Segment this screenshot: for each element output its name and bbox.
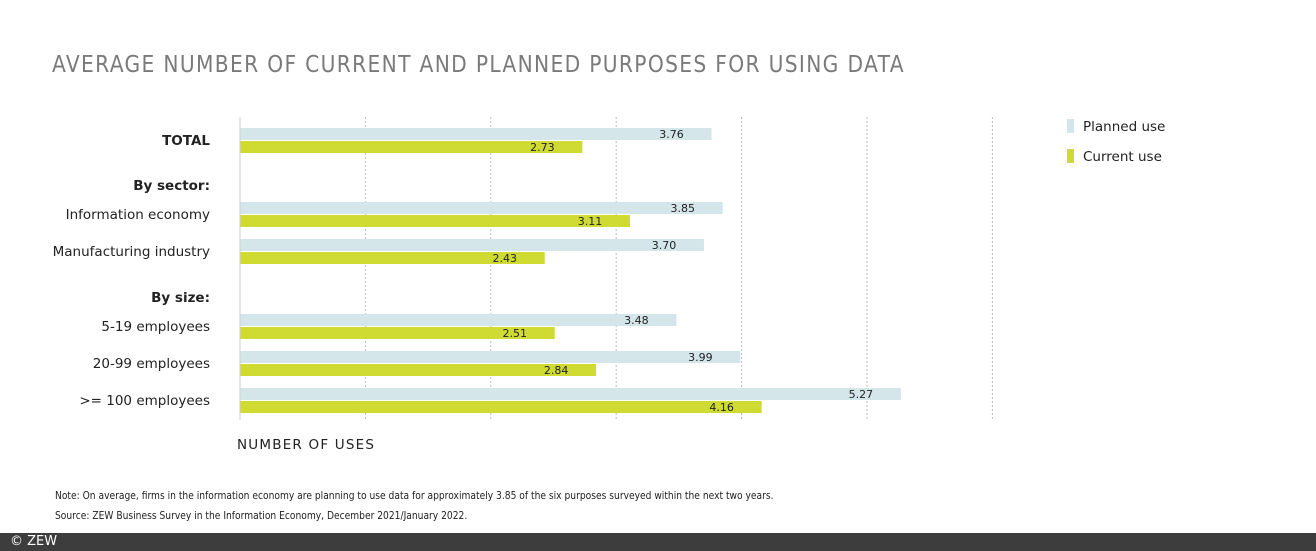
legend-label: Planned use xyxy=(1083,119,1165,135)
footer-copyright: © ZEW xyxy=(0,533,1316,551)
bar-current xyxy=(240,364,597,376)
category-label: TOTAL xyxy=(162,133,210,149)
category-header: By sector: xyxy=(133,178,210,194)
x-axis-label: NUMBER OF USES xyxy=(237,437,376,453)
bar-current xyxy=(240,215,630,227)
data-label-current: 4.16 xyxy=(709,401,734,414)
category-label: 5-19 employees xyxy=(101,319,210,335)
data-label-planned: 3.76 xyxy=(659,128,684,141)
data-label-planned: 3.85 xyxy=(671,202,696,215)
bar-planned xyxy=(240,239,704,251)
data-label-planned: 3.48 xyxy=(624,314,649,327)
data-label-current: 2.51 xyxy=(503,327,528,340)
data-label-planned: 3.70 xyxy=(652,239,677,252)
bar-current xyxy=(240,252,545,264)
note-text: Note: On average, firms in the informati… xyxy=(55,490,774,502)
bar-current xyxy=(240,401,762,413)
data-label-current: 2.84 xyxy=(544,364,569,377)
legend-swatch xyxy=(1067,119,1074,133)
data-label-planned: 5.27 xyxy=(849,388,874,401)
bar-current xyxy=(240,141,583,153)
legend-label: Current use xyxy=(1083,149,1162,165)
source-text: Source: ZEW Business Survey in the Infor… xyxy=(55,510,468,522)
category-label: >= 100 employees xyxy=(79,393,210,409)
bar-planned xyxy=(240,388,901,400)
category-header: By size: xyxy=(151,290,210,306)
category-label: Manufacturing industry xyxy=(53,244,210,260)
category-label: 20-99 employees xyxy=(93,356,210,372)
chart-title: AVERAGE NUMBER OF CURRENT AND PLANNED PU… xyxy=(52,52,905,78)
data-label-current: 2.73 xyxy=(530,141,555,154)
data-label-planned: 3.99 xyxy=(688,351,713,364)
data-label-current: 2.43 xyxy=(492,252,517,265)
bar-planned xyxy=(240,202,723,214)
bar-planned xyxy=(240,351,741,363)
bar-planned xyxy=(240,314,677,326)
data-label-current: 3.11 xyxy=(578,215,603,228)
category-label: Information economy xyxy=(66,207,210,223)
legend-swatch xyxy=(1067,149,1074,163)
bar-planned xyxy=(240,128,712,140)
bar-current xyxy=(240,327,555,339)
